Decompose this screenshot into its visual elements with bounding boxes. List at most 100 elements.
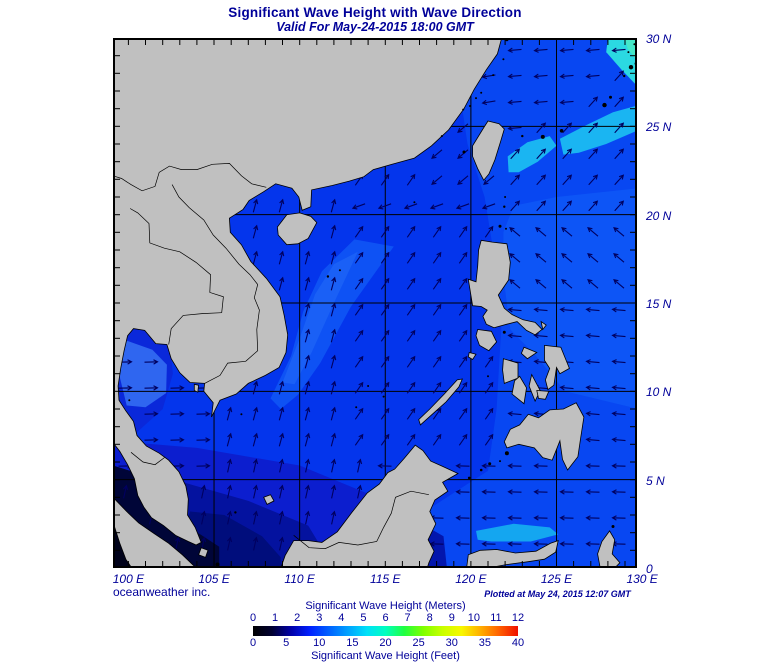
wave-arrow <box>484 381 494 394</box>
wave-arrow <box>455 489 470 495</box>
wave-arrow <box>226 536 233 551</box>
wave-arrow <box>278 510 285 525</box>
islet <box>128 399 131 402</box>
islet <box>628 65 634 70</box>
wave-arrow <box>406 381 416 394</box>
feet-tick-value: 30 <box>445 637 458 649</box>
wave-arrow <box>559 385 574 391</box>
wave-arrow <box>330 484 337 499</box>
wave-arrow <box>377 203 392 210</box>
islet <box>487 375 489 378</box>
wave-arrow <box>406 277 416 290</box>
wave-arrow <box>406 225 416 238</box>
wave-arrow <box>226 406 233 421</box>
wave-arrow <box>304 432 311 447</box>
wave-arrow <box>380 303 390 316</box>
wave-arrow <box>458 225 468 238</box>
wave-arrow <box>354 433 364 446</box>
wave-arrow <box>455 463 470 469</box>
wave-height-region <box>507 136 557 173</box>
wave-arrow <box>559 47 574 53</box>
landmass <box>544 344 570 391</box>
islet <box>240 413 243 416</box>
meters-tick-value: 11 <box>490 612 502 624</box>
wave-arrow <box>330 328 337 343</box>
country-border <box>168 312 222 345</box>
wave-arrow <box>278 484 285 499</box>
wave-arrow <box>533 463 548 469</box>
wave-arrow <box>304 250 311 265</box>
wave-arrow <box>304 276 311 291</box>
page-title: Significant Wave Height with Wave Direct… <box>228 5 522 20</box>
feet-tick-value: 25 <box>412 637 425 649</box>
wave-arrow <box>330 354 337 369</box>
wave-arrow <box>585 411 600 417</box>
islet <box>480 91 483 94</box>
wave-arrow <box>278 276 285 291</box>
wave-arrow <box>561 227 573 237</box>
wave-arrow <box>587 253 599 263</box>
wave-arrow <box>585 73 600 79</box>
wave-arrow <box>278 198 285 213</box>
wave-arrow <box>432 225 442 238</box>
wave-arrow <box>611 515 626 521</box>
wave-arrow <box>354 407 364 420</box>
lon-label: 110 E <box>284 572 315 586</box>
wave-arrow <box>455 203 470 210</box>
islet <box>502 58 505 61</box>
wave-arrow <box>562 122 573 134</box>
wave-arrow <box>533 515 548 521</box>
wave-arrow <box>252 224 259 239</box>
islet <box>413 201 416 204</box>
wave-arrow <box>304 354 311 369</box>
wave-height-region <box>503 188 637 409</box>
wave-arrow <box>252 432 259 447</box>
wave-arrow <box>380 381 390 394</box>
feet-tick-value: 5 <box>283 637 290 649</box>
islet <box>559 129 564 133</box>
wave-arrow <box>509 279 521 289</box>
wave-arrow <box>533 333 548 339</box>
wave-arrow <box>509 253 521 263</box>
wave-arrow <box>458 407 468 420</box>
islet <box>623 74 626 78</box>
wave-arrow <box>562 174 573 186</box>
wave-arrow <box>588 200 599 212</box>
wave-arrow <box>535 227 547 237</box>
lat-label: 20 N <box>646 208 672 223</box>
wave-arrow <box>406 329 416 342</box>
wave-arrow <box>507 541 522 547</box>
legend-feet-label: Significant Wave Height (Feet) <box>311 650 460 662</box>
wave-arrow <box>144 437 159 443</box>
wave-arrow <box>611 333 626 339</box>
wave-arrow <box>458 251 468 264</box>
wave-arrow <box>406 251 416 264</box>
wave-arrow <box>406 355 416 368</box>
lat-label: 0 <box>646 561 653 576</box>
wave-arrow <box>536 174 547 186</box>
wave-arrow <box>483 175 495 185</box>
wave-arrow <box>507 73 522 79</box>
wave-arrow <box>380 329 390 342</box>
wave-arrow <box>533 489 548 495</box>
wave-arrow <box>611 489 626 495</box>
wave-arrow <box>252 380 259 395</box>
degree-ticks <box>115 40 635 566</box>
wave-arrow <box>611 385 626 391</box>
wave-arrow <box>533 541 548 547</box>
islet <box>488 462 492 466</box>
wave-arrow <box>533 99 548 105</box>
wave-arrow <box>432 433 442 446</box>
feet-tick-value: 0 <box>249 637 257 649</box>
small-island <box>467 352 477 361</box>
wave-arrow <box>507 411 522 417</box>
wave-arrow <box>507 47 522 53</box>
wave-arrow <box>226 432 233 447</box>
wave-arrow <box>588 148 599 160</box>
wave-arrow <box>484 355 494 368</box>
lon-label: 130 E <box>626 572 658 586</box>
islet <box>215 562 220 567</box>
wave-arrow <box>304 328 311 343</box>
wave-arrow <box>200 484 207 499</box>
wave-arrow <box>458 277 468 290</box>
